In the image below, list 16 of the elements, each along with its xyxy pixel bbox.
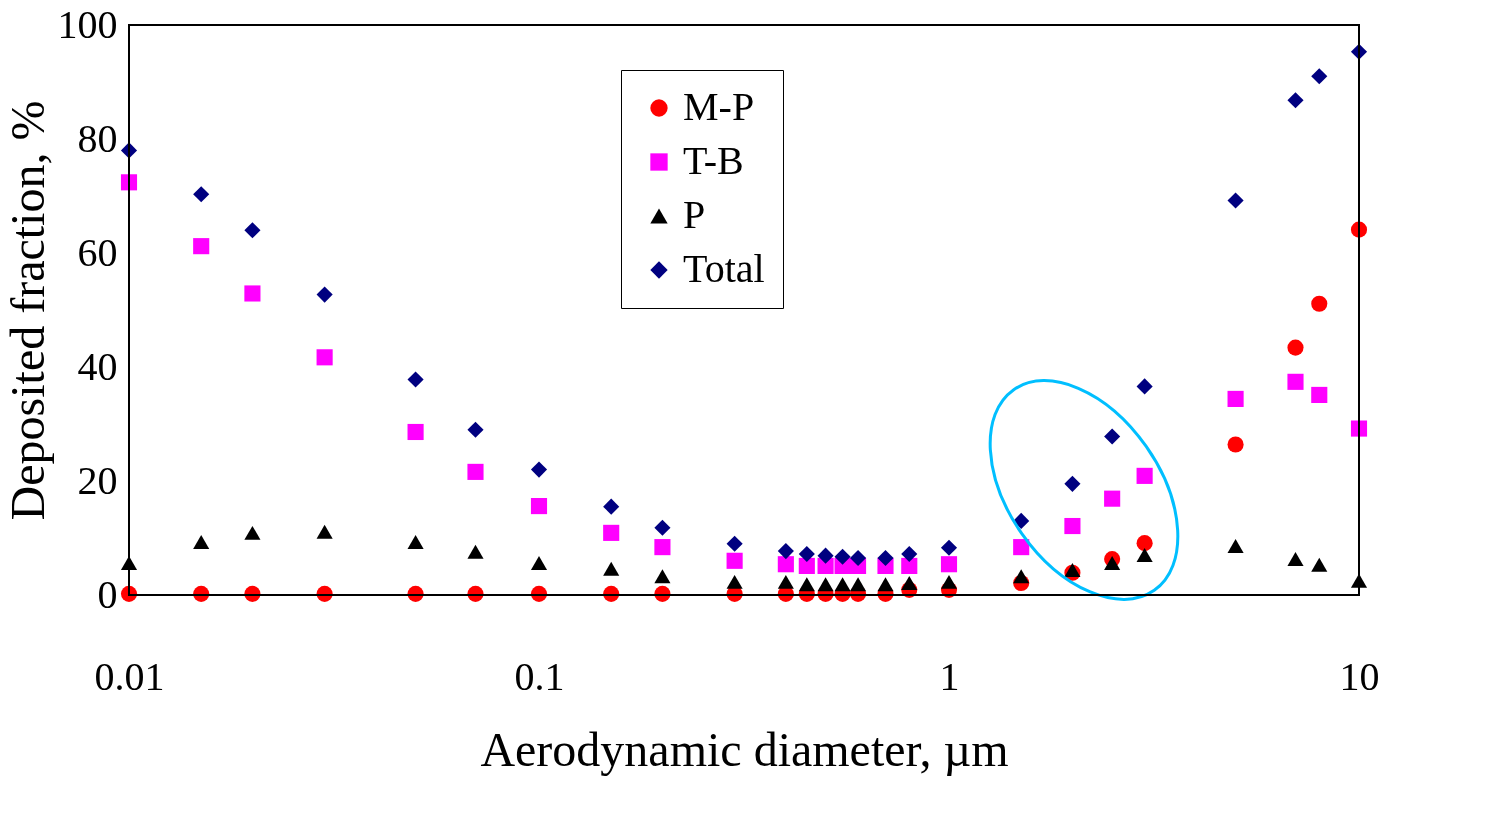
legend-label: Total [683,246,765,291]
x-tick-label: 1 [939,653,960,699]
y-tick-label: 40 [77,343,118,389]
x-tick-label: 10 [1339,653,1380,699]
x-axis-title: Aerodynamic diameter, µm [480,722,1009,776]
y-axis-title: Deposited fraction, % [0,100,54,521]
legend-label: P [683,192,706,237]
y-tick-label: 20 [77,457,118,503]
y-tick-label: 100 [57,1,118,47]
x-tick-label: 0.1 [514,653,565,699]
x-tick-label: 0.01 [94,653,165,699]
legend-label: T-B [683,138,744,183]
y-tick-label: 60 [77,229,118,275]
legend-label: M-P [683,84,755,129]
y-tick-label: 0 [97,571,118,617]
y-tick-label: 80 [77,115,118,161]
